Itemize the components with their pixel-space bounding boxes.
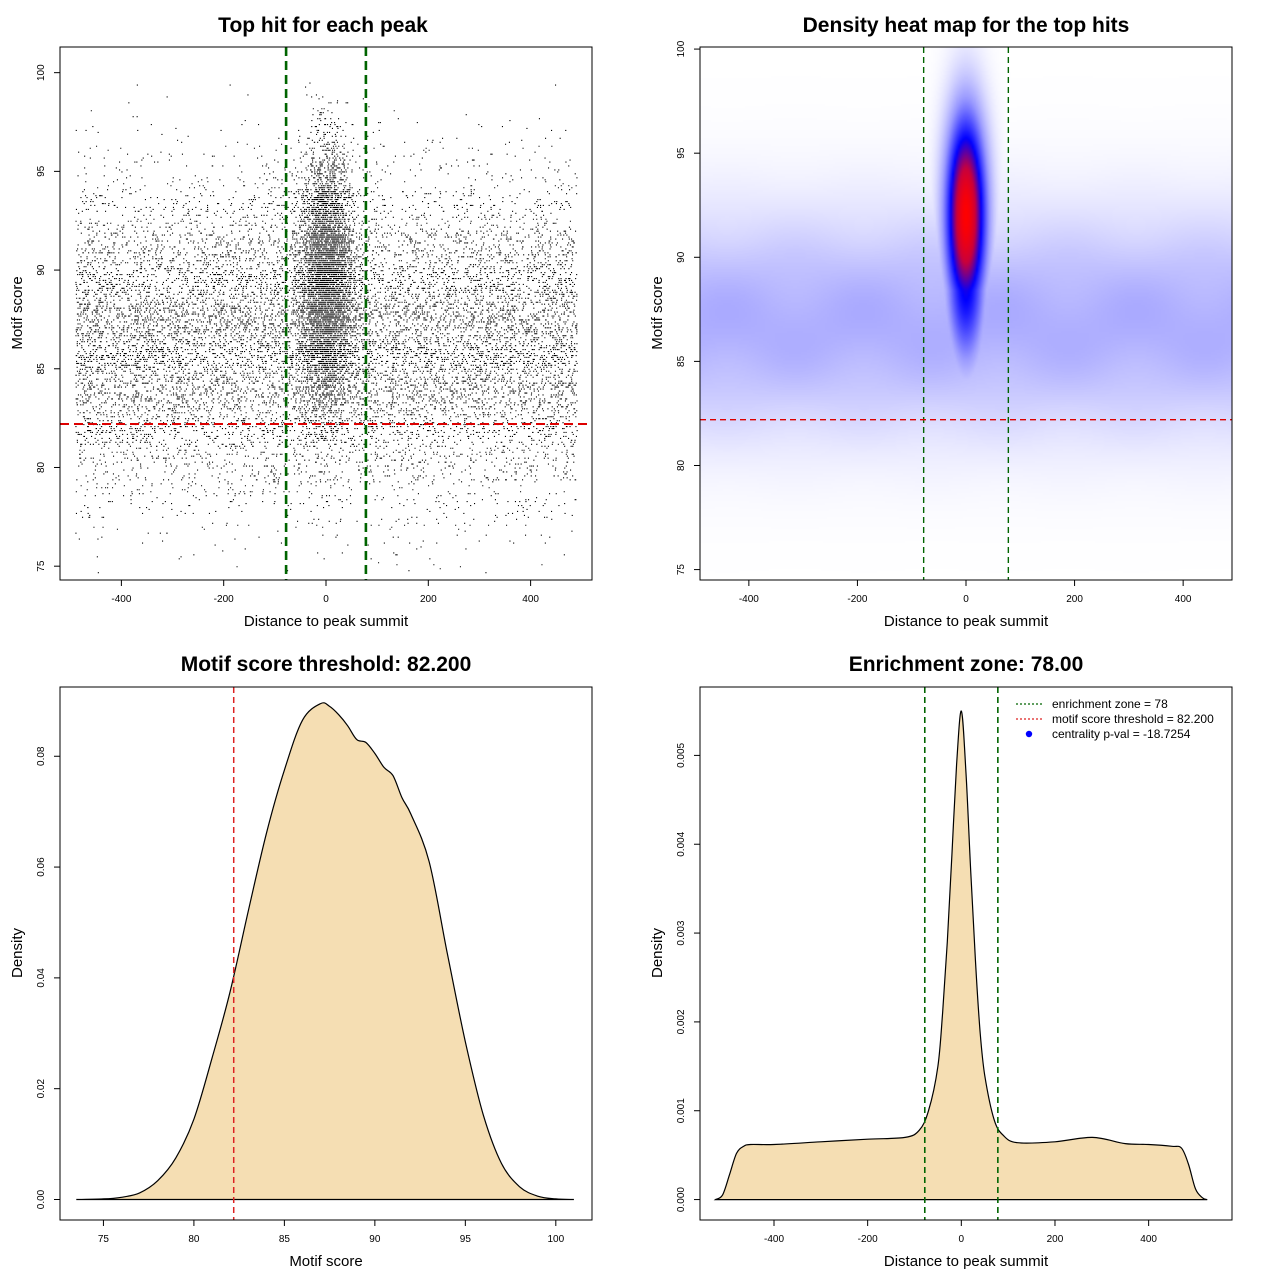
x-tick-label: 90 (369, 1234, 381, 1245)
x-tick-label: 75 (98, 1234, 110, 1245)
x-tick-label: -200 (847, 594, 867, 605)
x-tick-label: -400 (739, 594, 759, 605)
scatter-title: Top hit for each peak (218, 14, 428, 37)
y-tick-label: 85 (36, 363, 47, 375)
score-density-axes: 75 80 85 90 95 100 0.00 0.02 0.04 0.06 0.08 (36, 746, 565, 1245)
distance-density-axes: -400 -200 0 200 400 0.000 0.001 0.002 0.003 0.004… (676, 742, 1157, 1245)
scatter-threshold-lines (60, 47, 592, 580)
scatter-point-cloud (75, 82, 578, 574)
scatter-panel: Top hit for each peak -400 -200 0 200 400 75 8… (9, 14, 593, 630)
heatmap-panel: Density heat map for the top hits -400 -2… (649, 14, 1233, 630)
y-tick-label: 90 (676, 251, 687, 263)
y-tick-label: 0.005 (676, 742, 687, 767)
distance-density-plot-area (713, 687, 1208, 1220)
x-tick-label: 400 (1175, 594, 1192, 605)
y-tick-label: 0.00 (36, 1189, 47, 1209)
heatmap-threshold-lines (700, 47, 1232, 580)
y-tick-label: 95 (676, 147, 687, 159)
y-tick-label: 0.08 (36, 746, 47, 766)
x-tick-label: 0 (959, 1234, 965, 1245)
heatmap-plot-area (700, 47, 1232, 580)
y-tick-label: 95 (36, 165, 47, 177)
legend-threshold: motif score threshold = 82.200 (1052, 712, 1214, 726)
score-density-panel: Motif score threshold: 82.200 75 80 85 90 95… (9, 653, 593, 1270)
enrichment-zone-lines (923, 687, 999, 1220)
x-tick-label: 80 (188, 1234, 200, 1245)
score-density-ylabel: Density (9, 927, 26, 978)
x-tick-label: 0 (323, 594, 329, 605)
y-tick-label: 0.002 (676, 1009, 687, 1034)
x-tick-label: 85 (279, 1234, 291, 1245)
x-tick-label: 200 (1066, 594, 1083, 605)
y-tick-label: 85 (676, 355, 687, 367)
scatter-axes: -400 -200 0 200 400 75 80 85 90 95 100 (36, 64, 539, 605)
legend: enrichment zone = 78 motif score thresho… (1016, 697, 1214, 741)
y-tick-label: 100 (676, 40, 687, 57)
scatter-points (75, 82, 578, 574)
distance-density-ylabel: Density (649, 927, 666, 978)
x-tick-label: 100 (547, 1234, 564, 1245)
x-tick-label: 95 (460, 1234, 472, 1245)
score-density-curve (76, 702, 574, 1201)
y-tick-label: 0.001 (676, 1098, 687, 1123)
heatmap-ylabel: Motif score (649, 276, 666, 349)
heatmap-axes: -400 -200 0 200 400 75 80 85 90 95 100 (676, 40, 1192, 605)
heatmap-title: Density heat map for the top hits (803, 14, 1130, 37)
heatmap-image (700, 47, 1232, 580)
y-tick-label: 100 (36, 64, 47, 81)
x-tick-label: -200 (858, 1234, 878, 1245)
score-density-plot-area (76, 687, 574, 1220)
y-tick-label: 0.000 (676, 1187, 687, 1212)
y-tick-label: 90 (36, 264, 47, 276)
scatter-ylabel: Motif score (9, 276, 26, 349)
distance-density-title: Enrichment zone: 78.00 (849, 653, 1084, 676)
distance-density-panel: Enrichment zone: 78.00 -400 -200 0 200 400 0.… (649, 653, 1233, 1270)
x-tick-label: 400 (522, 594, 539, 605)
x-tick-label: 400 (1140, 1234, 1157, 1245)
score-density-xlabel: Motif score (289, 1253, 362, 1270)
legend-centrality-point (1025, 730, 1033, 738)
y-tick-label: 0.06 (36, 857, 47, 877)
y-tick-label: 75 (676, 564, 687, 576)
legend-centrality: centrality p-val = -18.7254 (1052, 727, 1191, 741)
y-tick-label: 0.004 (676, 831, 687, 856)
scatter-plot-area (60, 47, 592, 580)
distance-density-xlabel: Distance to peak summit (884, 1253, 1049, 1270)
x-tick-label: -400 (111, 594, 131, 605)
x-tick-label: 0 (963, 594, 969, 605)
x-tick-label: 200 (420, 594, 437, 605)
legend-enrichment-zone: enrichment zone = 78 (1052, 697, 1168, 711)
x-tick-label: -200 (214, 594, 234, 605)
scatter-xlabel: Distance to peak summit (244, 613, 409, 630)
y-tick-label: 0.003 (676, 920, 687, 945)
y-tick-label: 80 (36, 461, 47, 473)
heatmap-xlabel: Distance to peak summit (884, 613, 1049, 630)
score-density-title: Motif score threshold: 82.200 (181, 653, 472, 676)
y-tick-label: 75 (36, 560, 47, 572)
y-tick-label: 80 (676, 459, 687, 471)
y-tick-label: 0.02 (36, 1079, 47, 1099)
x-tick-label: 200 (1047, 1234, 1064, 1245)
distance-density-curve (713, 710, 1208, 1201)
x-tick-label: -400 (764, 1234, 784, 1245)
y-tick-label: 0.04 (36, 968, 47, 988)
